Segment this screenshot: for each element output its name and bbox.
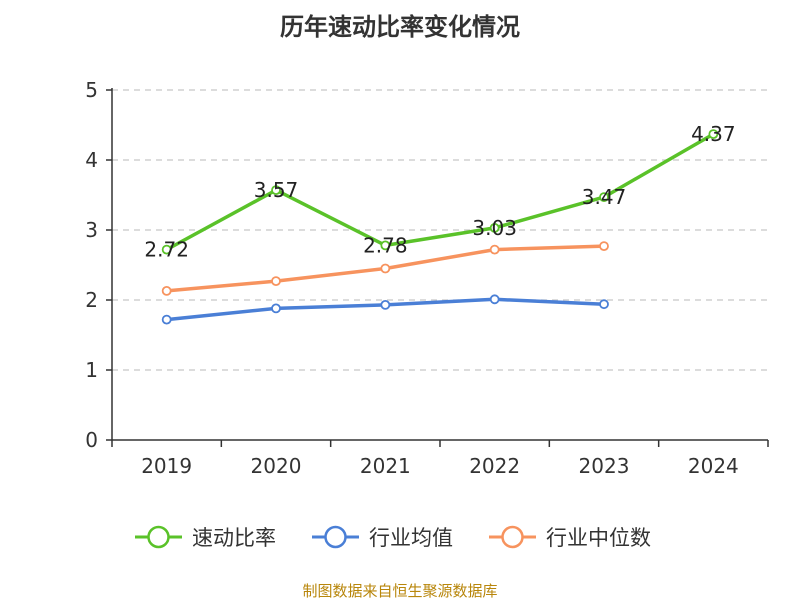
- legend: 速动比率 行业均值 行业中位数: [135, 525, 651, 550]
- data-label: 2.78: [363, 233, 408, 257]
- data-point: [271, 303, 281, 314]
- data-point: [489, 294, 500, 305]
- x-tick-label: 2020: [251, 454, 302, 478]
- series-3: [161, 241, 609, 296]
- y-tick-label: 1: [85, 358, 98, 382]
- data-label: 3.47: [582, 185, 627, 209]
- x-tick-label: 2019: [141, 454, 192, 478]
- legend-marker: [501, 525, 524, 549]
- data-point: [161, 244, 172, 255]
- y-tick-label: 5: [85, 78, 98, 102]
- legend-item: 行业中位数: [489, 525, 651, 550]
- series-2: [161, 294, 609, 325]
- y-tick-label: 3: [85, 218, 98, 242]
- data-point: [380, 263, 391, 274]
- data-point: [599, 192, 609, 203]
- data-point: [380, 240, 391, 251]
- legend-marker: [324, 525, 347, 549]
- data-point: [380, 299, 391, 310]
- legend-item: 速动比率: [135, 525, 276, 550]
- x-tick-label: 2023: [579, 454, 630, 478]
- series-layer: [161, 129, 719, 325]
- legend-label: 速动比率: [192, 526, 276, 550]
- data-labels: 2.72 3.57 2.78 3.03 3.47 4.37: [144, 122, 735, 262]
- y-tick-label: 2: [85, 288, 98, 312]
- data-label: 2.72: [144, 238, 189, 262]
- data-point: [599, 241, 609, 252]
- data-point: [271, 276, 281, 287]
- data-label: 3.03: [472, 216, 517, 240]
- data-point: [489, 222, 500, 233]
- legend-item: 行业均值: [312, 525, 453, 550]
- data-point: [489, 244, 500, 255]
- source-note: 制图数据来自恒生聚源数据库: [302, 582, 497, 600]
- series-1: [161, 129, 719, 255]
- legend-marker: [147, 525, 170, 549]
- data-point: [599, 299, 609, 310]
- data-label: 3.57: [254, 178, 299, 202]
- data-point: [161, 314, 172, 325]
- x-tick-label: 2022: [469, 454, 520, 478]
- legend-label: 行业中位数: [546, 526, 651, 550]
- data-point: [708, 129, 719, 140]
- x-tick-label: 2024: [688, 454, 739, 478]
- x-tick-label: 2021: [360, 454, 411, 478]
- data-point: [271, 185, 281, 196]
- y-tick-label: 0: [85, 428, 98, 452]
- axes: 0 1 2 3 4 5 2019 2020 2021 2022 2023 2024: [85, 78, 769, 478]
- series-line: [164, 132, 716, 252]
- y-tick-label: 4: [85, 148, 98, 172]
- data-label: 4.37: [691, 122, 736, 146]
- chart-title: 历年速动比率变化情况: [280, 13, 520, 41]
- data-point: [161, 285, 172, 296]
- grid-lines: [112, 89, 768, 371]
- legend-label: 行业均值: [369, 526, 453, 550]
